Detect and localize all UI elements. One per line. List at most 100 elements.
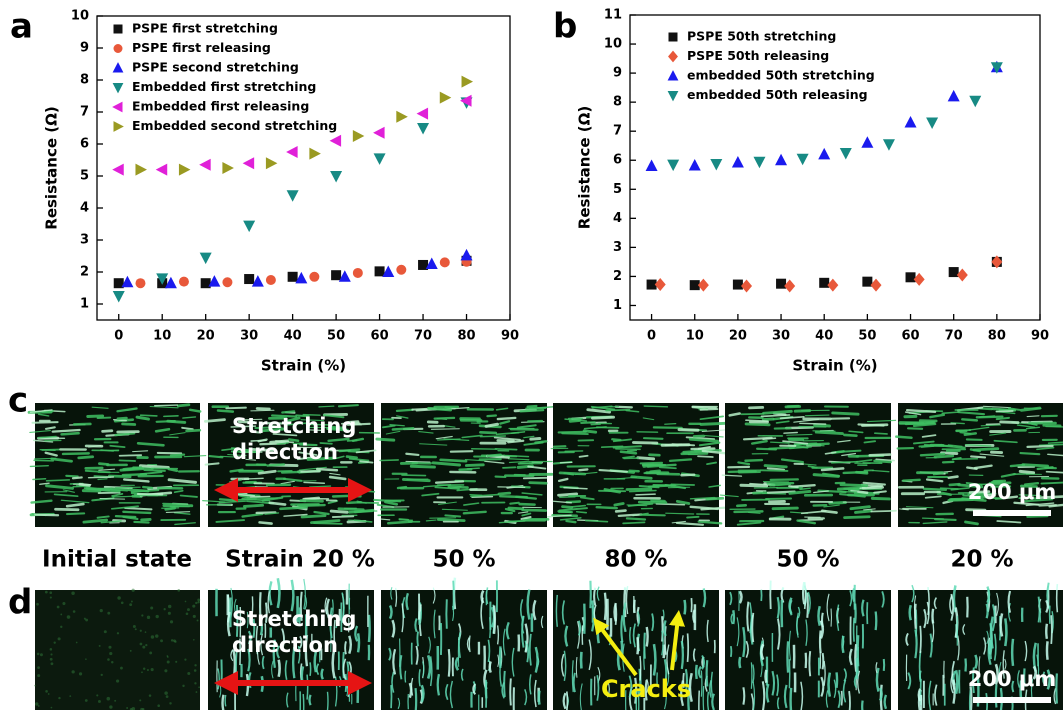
data-point <box>309 272 319 282</box>
x-tick-label: 50 <box>327 329 345 344</box>
texture-streak <box>554 446 565 447</box>
texture-streak <box>566 521 575 522</box>
texture-crack <box>828 673 829 697</box>
y-tick-label: 6 <box>80 137 89 152</box>
y-tick-label: 3 <box>613 240 622 255</box>
data-point <box>861 136 873 148</box>
texture-streak <box>535 441 546 442</box>
texture-streak <box>32 422 57 423</box>
texture-streak <box>652 500 665 501</box>
texture-speck <box>108 646 111 649</box>
texture-speck <box>132 589 135 592</box>
texture-streak <box>966 522 978 524</box>
texture-streak <box>438 520 464 521</box>
texture-speck <box>149 652 152 655</box>
data-point <box>689 159 701 171</box>
texture-crack <box>417 632 418 647</box>
texture-speck <box>197 598 200 601</box>
texture-streak <box>679 430 698 431</box>
texture-streak <box>470 495 482 496</box>
texture-streak <box>205 420 224 422</box>
texture-streak <box>103 431 112 432</box>
texture-speck <box>194 664 196 666</box>
texture-streak <box>1039 505 1056 506</box>
texture-streak <box>636 494 655 495</box>
texture-streak <box>612 439 620 440</box>
texture-speck <box>96 694 98 696</box>
texture-streak <box>377 439 394 440</box>
texture-speck <box>72 670 75 673</box>
image-caption: Initial state <box>42 547 192 573</box>
texture-streak <box>693 407 716 408</box>
texture-streak <box>47 480 70 481</box>
y-tick-label: 1 <box>80 297 89 312</box>
texture-crack <box>637 637 638 654</box>
data-point <box>288 272 298 282</box>
texture-streak <box>822 468 843 470</box>
texture-crack <box>1001 613 1002 636</box>
texture-streak <box>360 461 372 462</box>
panel-label: b <box>553 7 577 47</box>
texture-crack <box>915 629 916 658</box>
texture-crack <box>303 694 304 710</box>
texture-speck <box>109 652 112 655</box>
data-point <box>243 157 255 169</box>
texture-streak <box>874 491 886 492</box>
data-point <box>286 146 298 158</box>
data-point <box>840 148 852 160</box>
texture-streak <box>226 408 246 409</box>
texture-speck <box>197 601 199 603</box>
texture-streak <box>503 467 515 468</box>
texture-streak <box>251 410 274 411</box>
texture-speck <box>100 609 103 612</box>
texture-speck <box>49 591 52 594</box>
texture-speck <box>114 700 116 702</box>
texture-streak <box>206 463 219 464</box>
texture-speck <box>99 645 101 647</box>
x-tick-label: 20 <box>729 329 747 344</box>
texture-crack <box>223 695 224 710</box>
data-point <box>776 279 786 289</box>
texture-speck <box>141 614 143 616</box>
y-tick-label: 11 <box>604 8 622 23</box>
texture-streak <box>30 466 48 467</box>
texture-speck <box>85 699 88 702</box>
texture-streak <box>558 494 576 495</box>
data-point <box>818 148 830 160</box>
texture-speck <box>164 691 168 695</box>
texture-speck <box>168 605 171 608</box>
texture-streak <box>921 454 944 455</box>
texture-speck <box>171 639 173 641</box>
texture-streak <box>486 424 497 426</box>
texture-streak <box>304 498 319 499</box>
texture-streak <box>672 444 694 445</box>
texture-streak <box>644 438 662 439</box>
texture-streak <box>1038 467 1053 469</box>
texture-streak <box>141 415 157 416</box>
texture-speck <box>133 625 136 628</box>
texture-speck <box>60 614 62 616</box>
image-caption: 80 % <box>604 547 667 573</box>
texture-streak <box>606 410 629 411</box>
x-tick-label: 30 <box>240 329 258 344</box>
texture-speck <box>57 606 60 609</box>
texture-speck <box>169 702 171 704</box>
texture-crack <box>747 602 748 632</box>
texture-streak <box>577 512 587 513</box>
texture-crack <box>970 690 971 710</box>
image-caption: 50 % <box>776 547 839 573</box>
data-point <box>396 265 406 275</box>
texture-streak <box>397 410 413 411</box>
texture-streak <box>737 505 745 506</box>
scale-bar-label: 200 μm <box>968 480 1056 504</box>
texture-speck <box>167 661 170 664</box>
texture-streak <box>282 472 299 473</box>
texture-streak <box>124 468 141 470</box>
texture-streak <box>581 422 594 423</box>
image-caption: 20 % <box>950 547 1013 573</box>
micrograph <box>29 403 206 527</box>
texture-speck <box>192 605 195 608</box>
texture-speck <box>194 682 196 684</box>
data-point <box>667 160 679 172</box>
texture-crack <box>504 671 505 697</box>
